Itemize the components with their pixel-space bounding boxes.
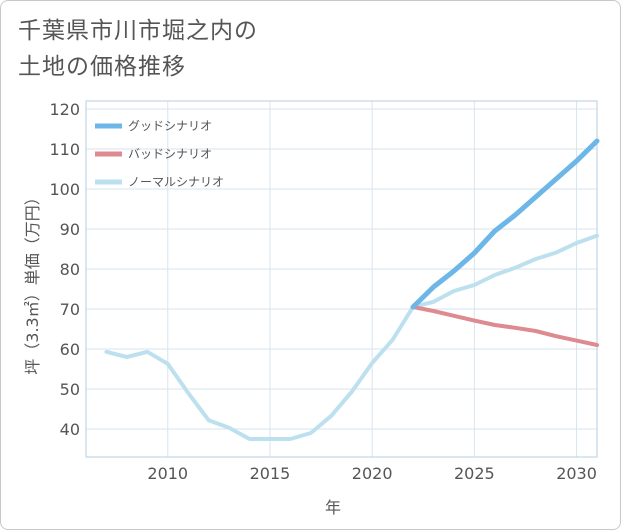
x-tick-2020: 2020 — [352, 464, 393, 483]
x-tick-2030: 2030 — [556, 464, 597, 483]
chart-title-line-2: 土地の価格推移 — [18, 54, 186, 80]
legend-label-1: バッドシナリオ — [128, 147, 212, 161]
y-tick-110: 110 — [49, 140, 80, 159]
chart-title: 千葉県市川市堀之内の 土地の価格推移 — [18, 13, 258, 85]
plot-frame — [85, 100, 598, 458]
x-tick-2025: 2025 — [454, 464, 495, 483]
legend-label-0: グッドシナリオ — [128, 119, 212, 133]
y-axis-label: 坪（3.3㎡）単価（万円） — [23, 189, 42, 374]
x-tick-2010: 2010 — [147, 464, 188, 483]
y-tick-80: 80 — [60, 260, 80, 279]
x-tick-labels: 2010 2015 2020 2025 2030 — [147, 464, 597, 483]
y-tick-labels: 40 50 60 70 80 90 100 110 120 — [49, 100, 80, 439]
chart-title-line-1: 千葉県市川市堀之内の — [18, 18, 258, 44]
series-line-2 — [104, 233, 599, 441]
x-tick-2015: 2015 — [250, 464, 291, 483]
grid-lines — [86, 101, 597, 457]
y-tick-40: 40 — [60, 420, 80, 439]
x-axis-label: 年 — [325, 498, 341, 517]
y-tick-120: 120 — [49, 100, 80, 119]
series-line-0 — [410, 138, 600, 310]
legend-label-2: ノーマルシナリオ — [128, 175, 224, 189]
y-tick-90: 90 — [60, 220, 80, 239]
series-lines — [104, 138, 600, 441]
series-line-1 — [411, 305, 599, 347]
y-tick-50: 50 — [60, 380, 80, 399]
y-tick-60: 60 — [60, 340, 80, 359]
y-tick-100: 100 — [49, 180, 80, 199]
y-tick-70: 70 — [60, 300, 80, 319]
